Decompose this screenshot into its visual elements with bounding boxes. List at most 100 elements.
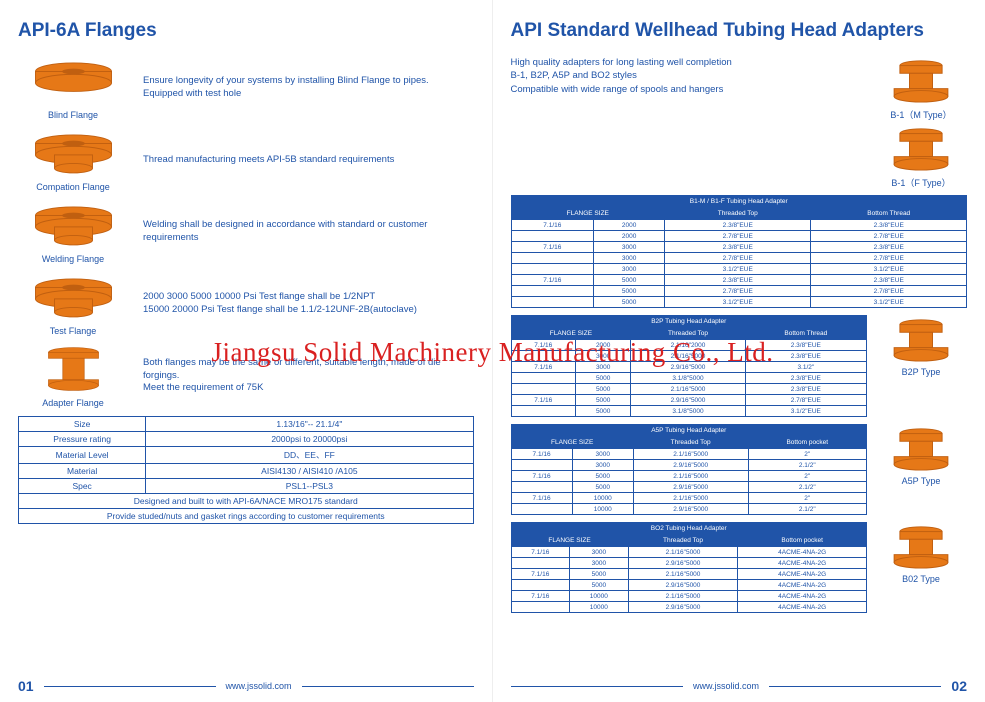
col-header: FLANGE SIZE	[511, 437, 633, 449]
cell: 3000	[594, 253, 665, 264]
table-row: 50002.1/16"50002.3/8"EUE	[511, 384, 867, 395]
cell: 2.3/8"EUE	[811, 220, 967, 231]
cell	[511, 373, 576, 384]
cell: 5000	[594, 286, 665, 297]
table-row: 30002.9/16"50002.1/2"	[511, 460, 867, 471]
cell: 2.1/16"5000	[633, 449, 748, 460]
cell: 2.3/8"EUE	[745, 351, 866, 362]
table-row: 30002.7/8"EUE2.7/8"EUE	[511, 253, 967, 264]
col-header: Threaded Top	[628, 535, 738, 547]
table-row: 50002.7/8"EUE2.7/8"EUE	[511, 286, 967, 297]
data-table: A5P Tubing Head AdapterFLANGE SIZEThread…	[511, 424, 868, 515]
col-header: Threaded Top	[665, 208, 811, 220]
table-row: 7.1/16100002.1/16"50004ACME-4NA-2G	[511, 591, 867, 602]
table-row: 50003.1/8"50003.1/2"EUE	[511, 406, 867, 417]
col-header: Bottom Thread	[811, 208, 967, 220]
cell: 3.1/2"EUE	[811, 297, 967, 308]
table-row: 100002.9/16"50004ACME-4NA-2G	[511, 602, 867, 613]
spec-row: SpecPSL1--PSL3	[19, 479, 474, 494]
cell: 3000	[576, 362, 631, 373]
cell: 2.1/16"5000	[631, 384, 745, 395]
cell: 3.1/8"5000	[631, 373, 745, 384]
data-table: BO2 Tubing Head AdapterFLANGE SIZEThread…	[511, 522, 868, 613]
cell: 2.7/8"EUE	[811, 231, 967, 242]
spec-key: Size	[19, 417, 146, 432]
cell: 2"	[748, 471, 867, 482]
spec-key: Material Level	[19, 447, 146, 464]
cell: 5000	[572, 471, 633, 482]
cell: 3000	[576, 351, 631, 362]
table-row: 30002.9/16"50004ACME-4NA-2G	[511, 558, 867, 569]
cell: 2.9/16"5000	[631, 395, 745, 406]
title-left: API-6A Flanges	[18, 20, 474, 42]
adapter-label: A5P Type	[875, 476, 967, 486]
cell: 2.3/8"EUE	[745, 340, 866, 351]
flange-desc: Welding shall be designed in accordance …	[143, 219, 474, 245]
pagenum: 02	[951, 678, 967, 694]
cell: 2.1/16"5000	[633, 471, 748, 482]
table-row: 7.1/1630002.9/16"50003.1/2"	[511, 362, 867, 373]
adapter-label: B2P Type	[875, 367, 967, 377]
table-row: 7.1/1630002.3/8"EUE2.3/8"EUE	[511, 242, 967, 253]
flange-row: Test Flange2000 3000 5000 10000 Psi Test…	[18, 272, 474, 336]
cell: 2"	[748, 493, 867, 504]
flange-icon	[26, 128, 121, 178]
table-row: 50003.1/2"EUE3.1/2"EUE	[511, 297, 967, 308]
cell: 2.3/8"EUE	[811, 242, 967, 253]
table-row: 20002.7/8"EUE2.7/8"EUE	[511, 231, 967, 242]
cell	[511, 460, 572, 471]
footer-line	[302, 686, 474, 687]
cell: 4ACME-4NA-2G	[738, 558, 867, 569]
cell	[511, 384, 576, 395]
cell	[511, 297, 594, 308]
cell: 7.1/16	[511, 449, 572, 460]
cell: 5000	[576, 406, 631, 417]
adapter-block: A5P Tubing Head AdapterFLANGE SIZEThread…	[511, 424, 968, 515]
cell: 7.1/16	[511, 547, 570, 558]
cell: 4ACME-4NA-2G	[738, 569, 867, 580]
col-header: FLANGE SIZE	[511, 535, 628, 547]
adapter-icon	[881, 522, 961, 570]
cell: 5000	[576, 395, 631, 406]
table-row: 50002.9/16"50002.1/2"	[511, 482, 867, 493]
cell: 3.1/2"EUE	[811, 264, 967, 275]
cell: 2.3/8"EUE	[665, 220, 811, 231]
col-header: Bottom pocket	[738, 535, 867, 547]
cell: 2.9/16"5000	[628, 558, 738, 569]
adapter-block: B2P Tubing Head AdapterFLANGE SIZEThread…	[511, 315, 968, 417]
spec-key: Material	[19, 464, 146, 479]
cell: 5000	[594, 275, 665, 286]
cell: 2.7/8"EUE	[665, 253, 811, 264]
cell: 5000	[576, 373, 631, 384]
cell: 7.1/16	[511, 242, 594, 253]
flange-image: Welding Flange	[18, 200, 128, 264]
cell	[511, 482, 572, 493]
cell: 10000	[570, 602, 629, 613]
cell: 2000	[594, 231, 665, 242]
col-header: Bottom Thread	[745, 328, 866, 340]
adapter-icon	[881, 56, 961, 104]
cell: 7.1/16	[511, 362, 576, 373]
cell: 2.1/16"5000	[633, 493, 748, 504]
adapter-block: B1-M / B1-F Tubing Head AdapterFLANGE SI…	[511, 195, 968, 308]
adapter-icon	[881, 424, 961, 472]
page-02: API Standard Wellhead Tubing Head Adapte…	[493, 0, 985, 702]
cell: 7.1/16	[511, 220, 594, 231]
cell: 2000	[594, 220, 665, 231]
cell: 5000	[570, 569, 629, 580]
cell: 7.1/16	[511, 591, 570, 602]
cell: 5000	[594, 297, 665, 308]
footer-line	[511, 686, 683, 687]
footer-line	[769, 686, 941, 687]
flange-row: Adapter FlangeBoth flanges may be the sa…	[18, 344, 474, 408]
cell: 2.1/16"5000	[631, 351, 745, 362]
spec-key: Spec	[19, 479, 146, 494]
cell: 2.9/16"5000	[628, 580, 738, 591]
adapter-image: B-1（M Type）	[875, 56, 967, 121]
spec-row-full: Provide studed/nuts and gasket rings acc…	[19, 509, 474, 524]
flange-label: Test Flange	[18, 326, 128, 336]
cell: 3000	[572, 449, 633, 460]
cell: 2000	[576, 340, 631, 351]
spec-val: 2000psi to 20000psi	[146, 432, 473, 447]
cell: 5000	[576, 384, 631, 395]
